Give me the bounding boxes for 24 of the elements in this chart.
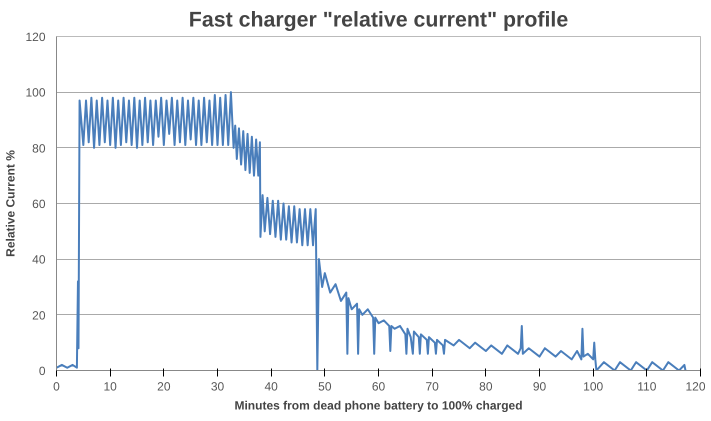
- y-tick-label: 100: [25, 86, 46, 100]
- y-tick-label: 80: [32, 141, 46, 156]
- x-tick-label: 0: [53, 380, 60, 394]
- x-tick-label: 100: [583, 380, 604, 394]
- y-tick-label: 20: [32, 308, 46, 322]
- x-tick-label: 30: [210, 380, 224, 394]
- chart-title: Fast charger "relative current" profile: [188, 8, 568, 32]
- x-tick-label: 20: [157, 380, 171, 394]
- y-tick-label: 0: [38, 364, 46, 378]
- x-tick-label: 110: [637, 380, 657, 394]
- y-axis-title: Relative Current %: [3, 150, 18, 257]
- x-tick-label: 80: [479, 380, 493, 394]
- x-tick-label: 50: [318, 380, 332, 394]
- line-series: [56, 91, 686, 370]
- x-tick-label: 40: [264, 380, 278, 394]
- y-tick-label: 60: [32, 197, 46, 211]
- x-tick-label: 70: [425, 380, 440, 394]
- x-tick-label: 10: [103, 380, 118, 394]
- x-axis-title: Minutes from dead phone battery to 100% charged: [234, 398, 523, 412]
- x-tick-label: 120: [685, 380, 706, 394]
- y-tick-label: 120: [25, 30, 46, 44]
- x-tick-label: 90: [532, 380, 546, 394]
- y-tick-label: 40: [32, 252, 46, 267]
- x-tick-label: 60: [372, 380, 386, 394]
